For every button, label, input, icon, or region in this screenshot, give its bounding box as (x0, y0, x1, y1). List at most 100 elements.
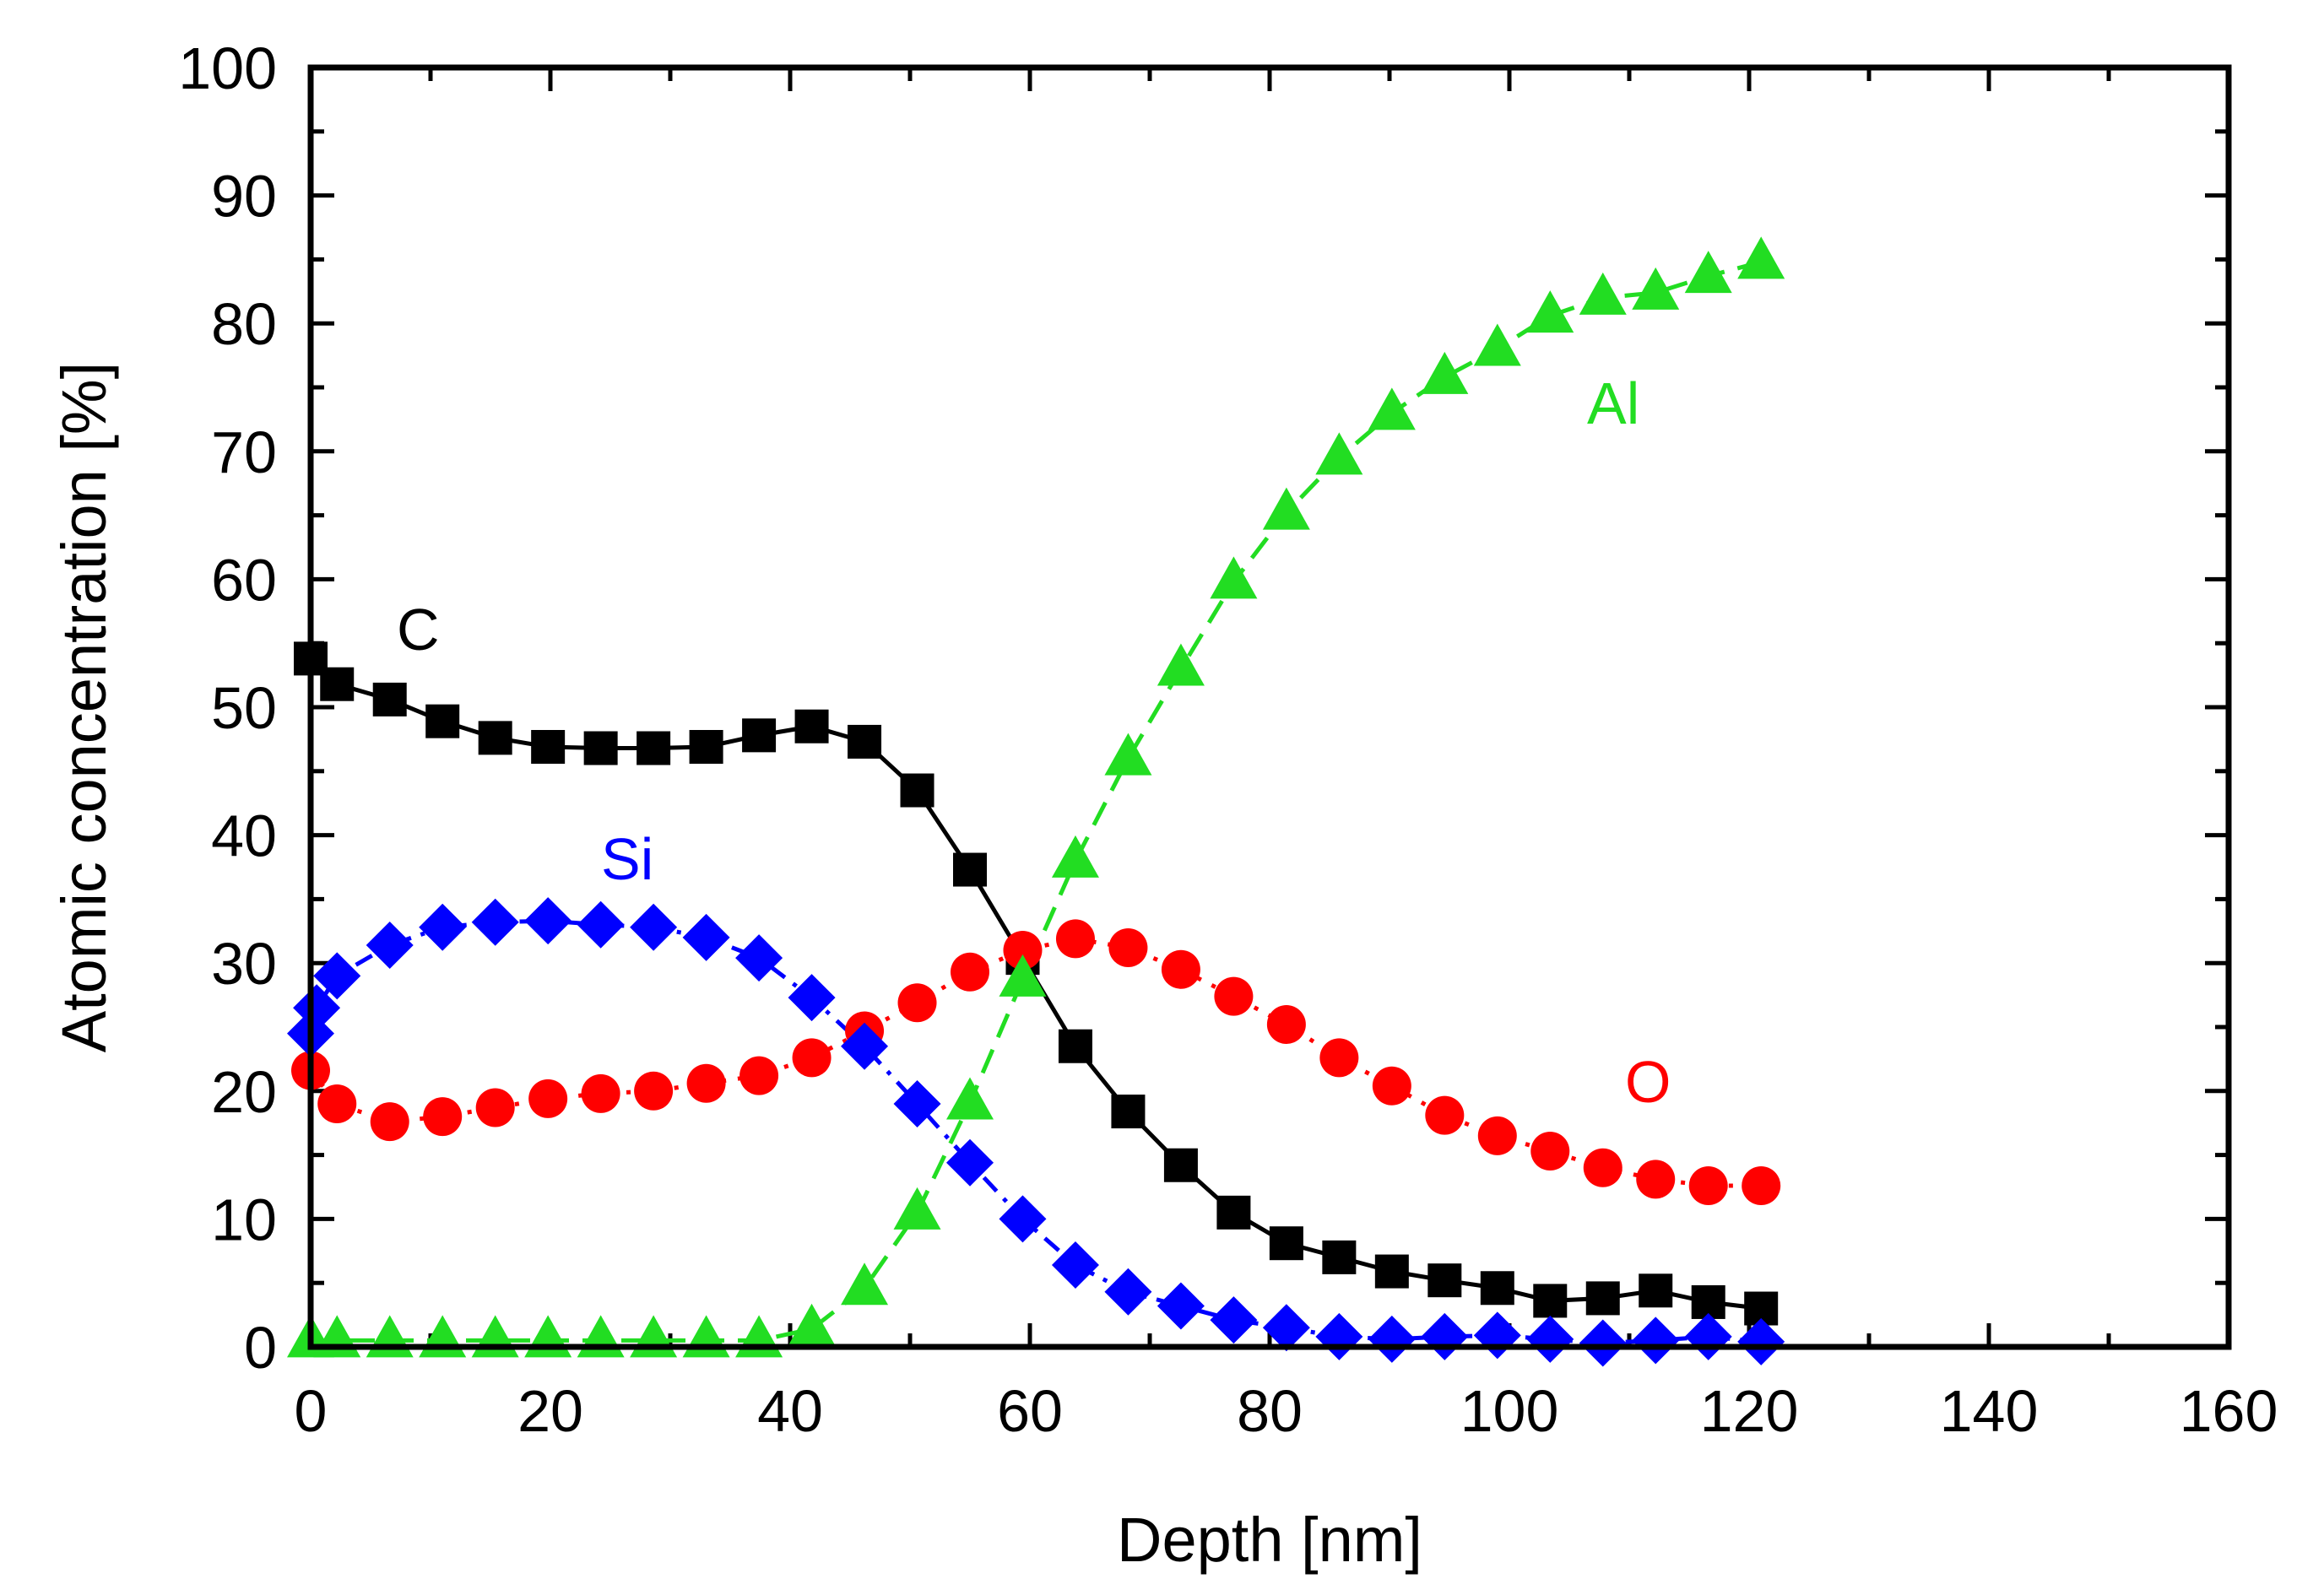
marker-c (1164, 1149, 1198, 1182)
marker-al (1737, 236, 1785, 278)
marker-o (317, 1084, 356, 1123)
y-tick-label: 50 (211, 675, 277, 741)
series-label-c: C (397, 597, 440, 662)
marker-al (841, 1262, 888, 1305)
marker-o (1056, 919, 1095, 958)
series-label-si: Si (601, 826, 653, 892)
series-lines (311, 262, 1761, 1343)
marker-o (1267, 1005, 1306, 1044)
marker-si (1579, 1319, 1627, 1366)
y-tick-label: 40 (211, 803, 277, 869)
marker-si (1421, 1313, 1468, 1360)
marker-si (1474, 1311, 1521, 1359)
marker-si (999, 1195, 1046, 1242)
y-tick-label: 0 (244, 1315, 277, 1381)
x-tick-label: 20 (517, 1378, 583, 1444)
y-tick-label: 20 (211, 1059, 277, 1125)
marker-o (1742, 1166, 1780, 1205)
y-tick-label: 90 (211, 164, 277, 230)
marker-c (1639, 1273, 1672, 1307)
x-tick-label: 120 (1700, 1378, 1799, 1444)
marker-al (472, 1315, 519, 1357)
marker-al (1368, 387, 1416, 430)
marker-si (1685, 1313, 1732, 1360)
series-label-al: Al (1587, 370, 1639, 436)
marker-o (1425, 1096, 1464, 1135)
marker-si (1526, 1316, 1574, 1363)
marker-c (637, 732, 670, 765)
marker-o (1162, 950, 1200, 989)
marker-c (795, 710, 829, 743)
marker-si (472, 899, 519, 946)
marker-o (1108, 928, 1147, 967)
marker-al (894, 1187, 941, 1230)
marker-c (1533, 1284, 1567, 1317)
marker-c (1586, 1281, 1620, 1315)
marker-o (634, 1072, 673, 1111)
marker-c (1216, 1196, 1250, 1230)
marker-al (1685, 251, 1732, 293)
y-tick-label: 70 (211, 419, 277, 485)
marker-c (1322, 1241, 1356, 1274)
marker-o (1530, 1132, 1569, 1171)
series-line-al (311, 262, 1761, 1340)
marker-si (735, 934, 783, 981)
marker-al (1157, 644, 1205, 686)
marker-o (423, 1097, 462, 1136)
y-tick-label: 80 (211, 291, 277, 357)
marker-c (425, 705, 459, 738)
x-axis-title: Depth [nm] (1117, 1505, 1422, 1575)
marker-c (373, 683, 407, 716)
x-tick-label: 40 (757, 1378, 823, 1444)
x-tick-label: 140 (1940, 1378, 2039, 1444)
marker-c (584, 732, 618, 765)
marker-o (371, 1102, 409, 1141)
y-axis-title: Atomic concentration [%] (49, 362, 119, 1052)
marker-al (1315, 432, 1362, 474)
marker-o (951, 953, 989, 992)
marker-c (848, 725, 881, 759)
marker-o (1319, 1038, 1358, 1077)
chart: 0 20 40 60 80 100 120 140 1600102030405060708090… (0, 0, 2324, 1595)
x-tick-label: 0 (295, 1378, 328, 1444)
series-label-o: O (1625, 1049, 1671, 1115)
marker-c (531, 730, 565, 764)
marker-c (1427, 1263, 1461, 1297)
marker-o (476, 1089, 515, 1127)
marker-o (582, 1074, 620, 1113)
marker-c (742, 718, 776, 752)
marker-si (683, 914, 730, 961)
marker-al (1474, 324, 1521, 366)
marker-si (577, 901, 625, 949)
marker-c (690, 730, 723, 764)
marker-c (1111, 1095, 1145, 1128)
marker-si (1157, 1282, 1205, 1329)
marker-al (1421, 352, 1468, 394)
marker-c (901, 774, 934, 808)
marker-c (320, 668, 354, 701)
marker-al (735, 1315, 783, 1357)
x-tick-label: 100 (1460, 1378, 1559, 1444)
marker-c (479, 721, 512, 754)
marker-si (419, 904, 466, 951)
marker-si (1104, 1268, 1151, 1316)
marker-c (1375, 1255, 1409, 1289)
y-tick-label: 100 (178, 35, 277, 101)
marker-si (1632, 1317, 1679, 1364)
marker-o (739, 1057, 778, 1095)
marker-o (1636, 1160, 1675, 1198)
marker-al (577, 1315, 625, 1357)
marker-si (1315, 1313, 1362, 1360)
axis-ticks (311, 68, 2229, 1347)
y-tick-label: 60 (211, 547, 277, 613)
marker-al (683, 1315, 730, 1357)
marker-al (788, 1304, 836, 1346)
marker-al (366, 1315, 414, 1357)
x-tick-label: 80 (1237, 1378, 1303, 1444)
marker-al (1104, 733, 1151, 776)
marker-o (1689, 1166, 1728, 1205)
marker-c (1270, 1226, 1303, 1260)
marker-o (1478, 1116, 1517, 1155)
marker-o (1584, 1149, 1622, 1187)
marker-o (687, 1064, 726, 1103)
